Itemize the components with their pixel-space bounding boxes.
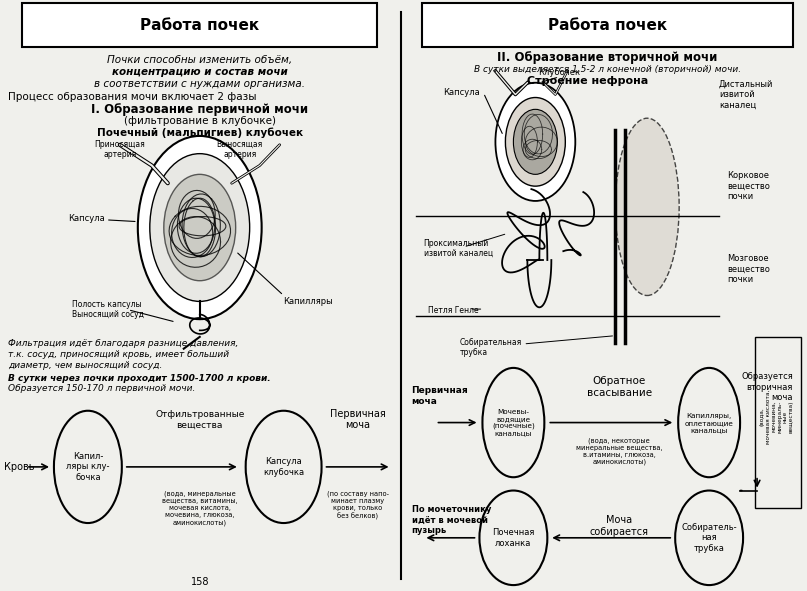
Circle shape	[150, 154, 249, 301]
Text: Кровь: Кровь	[4, 462, 35, 472]
Text: (по составу напо-
минает плазму
крови, только
без белков): (по составу напо- минает плазму крови, т…	[327, 491, 388, 519]
Circle shape	[505, 98, 566, 186]
Text: т.к. сосуд, приносящий кровь, имеет больший: т.к. сосуд, приносящий кровь, имеет боль…	[8, 350, 229, 359]
Text: Почечная
лоханка: Почечная лоханка	[492, 528, 534, 547]
Text: II. Образование вторичной мочи: II. Образование вторичной мочи	[497, 51, 717, 64]
Text: Корковое
вещество
почки: Корковое вещество почки	[727, 171, 770, 201]
Circle shape	[138, 136, 261, 319]
Circle shape	[513, 109, 558, 174]
FancyBboxPatch shape	[22, 3, 378, 47]
Text: Капилляры: Капилляры	[283, 297, 333, 306]
Text: Полость капсулы: Полость капсулы	[72, 300, 141, 309]
Text: Работа почек: Работа почек	[140, 18, 259, 33]
Text: Дистальный
извитой
каналец: Дистальный извитой каналец	[719, 80, 773, 109]
Text: Собиратель-
ная
трубка: Собиратель- ная трубка	[681, 523, 737, 553]
Text: Образуется
вторичная
моча: Образуется вторичная моча	[742, 372, 793, 402]
FancyBboxPatch shape	[755, 337, 801, 508]
Text: Выносящий сосуд: Выносящий сосуд	[72, 310, 144, 319]
Text: I. Образование первичной мочи: I. Образование первичной мочи	[91, 103, 308, 116]
Text: Клубочек: Клубочек	[538, 68, 580, 77]
Text: Петля Генле: Петля Генле	[428, 306, 478, 315]
Text: Работа почек: Работа почек	[548, 18, 667, 33]
Text: Процесс образования мочи включает 2 фазы: Процесс образования мочи включает 2 фазы	[8, 92, 257, 102]
Text: Фильтрация идёт благодаря разнице давления,: Фильтрация идёт благодаря разнице давлен…	[8, 339, 238, 349]
Text: (фильтрование в клубочке): (фильтрование в клубочке)	[123, 116, 276, 126]
Text: Строение нефрона: Строение нефрона	[527, 76, 648, 86]
Text: концентрацию и состав мочи: концентрацию и состав мочи	[112, 67, 287, 77]
Text: По мочеточнику
идёт в мочевой
пузырь: По мочеточнику идёт в мочевой пузырь	[412, 505, 491, 535]
Text: Моча
собирается: Моча собирается	[590, 515, 649, 537]
Text: В сутки через почки проходит 1500-1700 л крови.: В сутки через почки проходит 1500-1700 л…	[8, 374, 270, 383]
Text: Капсула
клубочка: Капсула клубочка	[263, 457, 304, 476]
Ellipse shape	[615, 118, 679, 296]
Text: Отфильтрованные
вещества: Отфильтрованные вещества	[155, 410, 245, 429]
Text: (вода,
мочевая кислота,
мочевина,
минераль-
ные
вещества): (вода, мочевая кислота, мочевина, минера…	[759, 389, 793, 444]
Text: Капсула: Капсула	[68, 214, 105, 223]
Text: Обратное
всасывание: Обратное всасывание	[587, 376, 652, 398]
Text: Мочевы-
водящие
(почечные)
канальцы: Мочевы- водящие (почечные) канальцы	[492, 409, 535, 436]
Text: Приносящая
артерия: Приносящая артерия	[94, 140, 145, 160]
Text: В сутки выделяется 1,5-2 л конечной (вторичной) мочи.: В сутки выделяется 1,5-2 л конечной (вто…	[474, 64, 741, 74]
Text: Первичная
моча: Первичная моча	[329, 409, 386, 430]
Circle shape	[164, 174, 236, 281]
Text: Капил-
ляры клу-
бочка: Капил- ляры клу- бочка	[66, 452, 110, 482]
Text: в соответствии с нуждами организма.: в соответствии с нуждами организма.	[94, 79, 305, 89]
Text: Первичная
моча: Первичная моча	[412, 387, 468, 405]
Text: (вода, минеральные
вещества, витамины,
мочевая кислота,
мочевина, глюкоза,
амино: (вода, минеральные вещества, витамины, м…	[162, 491, 237, 525]
Text: Проксимальный
извитой каналец: Проксимальный извитой каналец	[424, 239, 492, 258]
Circle shape	[495, 83, 575, 201]
Text: Выносящая
артерия: Выносящая артерия	[216, 140, 263, 160]
Text: Мозговое
вещество
почки: Мозговое вещество почки	[727, 254, 770, 284]
Text: Капилляры,
оплетающие
канальцы: Капилляры, оплетающие канальцы	[684, 413, 734, 433]
Text: (вода, некоторые
минеральные вещества,
в.итамины, глюкоза,
аминокислоты): (вода, некоторые минеральные вещества, в…	[576, 437, 663, 465]
FancyBboxPatch shape	[421, 3, 793, 47]
Text: Капсула: Капсула	[443, 88, 479, 98]
Text: 158: 158	[190, 577, 209, 587]
Text: Образуется 150-170 л первичной мочи.: Образуется 150-170 л первичной мочи.	[8, 384, 195, 394]
Text: Почечный (мальпигиев) клубочек: Почечный (мальпигиев) клубочек	[97, 127, 303, 138]
Text: Почки способны изменить объём,: Почки способны изменить объём,	[107, 56, 292, 65]
Text: Собирательная
трубка: Собирательная трубка	[459, 338, 521, 357]
Text: диаметр, чем выносящий сосуд.: диаметр, чем выносящий сосуд.	[8, 361, 162, 370]
